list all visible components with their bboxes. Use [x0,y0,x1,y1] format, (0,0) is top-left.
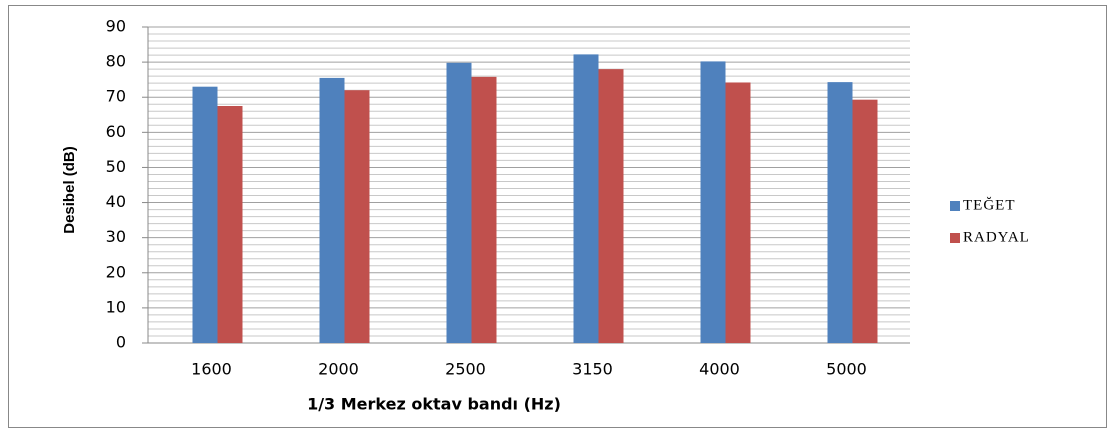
bar [344,90,370,343]
y-tick-label: 80 [106,52,126,71]
legend-swatch [950,233,960,243]
legend-label: TEĞET [963,196,1015,213]
x-tick-label: 2500 [445,360,486,379]
bar [446,62,472,344]
bar [192,86,218,343]
y-axis-title: Desibel (dB) [61,146,78,234]
legend-swatch [950,201,960,211]
y-tick-label: 40 [106,192,126,211]
y-tick-label: 0 [116,333,126,352]
bar [852,99,878,344]
bar [217,106,243,343]
y-tick-label: 70 [106,87,126,106]
x-tick-label: 2000 [318,360,359,379]
bar [598,69,624,343]
legend-label: RADYAL [963,229,1030,245]
y-tick-label: 20 [106,262,126,281]
bar [319,77,345,344]
y-tick-label: 50 [106,157,126,176]
y-tick-label: 60 [106,122,126,141]
bar [573,54,599,344]
bar [725,82,751,343]
y-tick-label: 90 [106,17,126,36]
x-tick-label: 3150 [572,360,613,379]
x-axis-title: 1/3 Merkez oktav bandı (Hz) [307,395,561,414]
x-tick-label: 4000 [699,360,740,379]
bar [827,82,853,343]
bar [700,61,726,344]
y-tick-label: 30 [106,227,126,246]
bar [471,76,497,343]
x-tick-label: 5000 [826,360,867,379]
x-tick-label: 1600 [191,360,232,379]
y-tick-label: 10 [106,297,126,316]
